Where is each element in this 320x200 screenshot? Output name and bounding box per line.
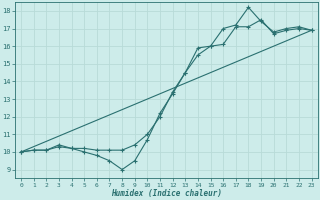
X-axis label: Humidex (Indice chaleur): Humidex (Indice chaleur) (111, 189, 222, 198)
